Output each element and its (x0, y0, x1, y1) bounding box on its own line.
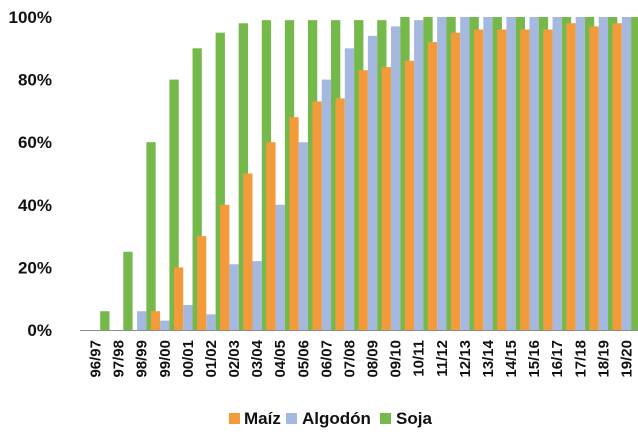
y-tick-label: 20% (18, 258, 52, 277)
y-tick-label: 80% (18, 71, 52, 90)
x-tick-label: 18/19 (595, 340, 612, 378)
bar-maiz-11-12 (427, 42, 438, 330)
bar-soja-97-98 (123, 251, 133, 330)
bar-algodon-08-09 (367, 35, 378, 330)
x-tick-label: 10/11 (411, 340, 428, 377)
bar-maiz-09-10 (381, 67, 391, 330)
bar-algodon-15-16 (529, 17, 539, 330)
bar-algodon-12-13 (460, 17, 470, 330)
bar-maiz-12-13 (450, 32, 461, 331)
legend-label-soja: Soja (396, 409, 432, 428)
bar-algodon-17-18 (575, 17, 585, 330)
x-tick-label: 08/09 (365, 340, 382, 378)
y-tick-label: 100% (9, 8, 52, 27)
bar-maiz-03-04 (243, 173, 253, 330)
y-tick-label: 60% (18, 133, 52, 152)
x-tick-label: 09/10 (388, 340, 405, 378)
y-tick-label: 40% (18, 196, 52, 215)
bar-maiz-00-01 (173, 267, 184, 330)
x-tick-label: 06/07 (318, 340, 335, 378)
bar-algodon-14-15 (506, 17, 516, 330)
bar-algodon-00-01 (183, 304, 193, 330)
bar-maiz-15-16 (520, 29, 530, 331)
x-tick-label: 19/20 (618, 340, 635, 378)
bar-algodon-16-17 (552, 17, 562, 330)
y-tick-label: 0% (27, 321, 52, 340)
x-tick-label: 05/06 (295, 340, 312, 378)
bar-soja-99-00 (169, 79, 179, 330)
bar-algodon-10-11 (414, 20, 424, 330)
bar-maiz-07-08 (335, 98, 345, 330)
bar-maiz-13-14 (474, 29, 484, 331)
x-axis: 96/97 97/98 98/99 99/00 00/01 01/02 02/03 03/04… (88, 339, 636, 377)
legend-swatch-maiz (229, 413, 240, 424)
bar-algodon-07-08 (344, 48, 355, 331)
x-tick-label: 12/13 (457, 340, 474, 378)
x-tick-label: 17/18 (572, 340, 589, 378)
x-tick-label: 07/08 (341, 340, 358, 378)
bar-maiz-08-09 (358, 70, 368, 331)
bar-soja-00-01 (192, 48, 202, 331)
bar-maiz-02-03 (220, 204, 230, 330)
x-tick-label: 11/12 (434, 340, 451, 377)
bar-maiz-06-07 (312, 101, 322, 330)
x-tick-label: 98/99 (134, 340, 151, 378)
bar-maiz-04-05 (266, 142, 276, 330)
x-tick-label: 99/00 (157, 340, 174, 378)
bar-maiz-05-06 (289, 117, 299, 330)
bar-soja-01-02 (215, 32, 225, 331)
plot-area (100, 17, 638, 331)
bar-maiz-19-20 (612, 23, 622, 330)
bar-maiz-01-02 (197, 236, 207, 330)
x-tick-label: 13/14 (480, 339, 497, 377)
bar-algodon-06-07 (321, 79, 332, 330)
bar-maiz-17-18 (566, 23, 576, 330)
bar-soja-19-20 (631, 17, 638, 330)
legend-swatch-algodon (286, 413, 297, 424)
bar-maiz-10-11 (404, 60, 415, 330)
legend-label-maiz: Maíz (244, 409, 281, 428)
bar-algodon-99-00 (160, 320, 170, 330)
x-tick-label: 16/17 (549, 340, 566, 378)
x-tick-label: 02/03 (226, 340, 243, 378)
x-tick-label: 01/02 (203, 340, 220, 378)
x-tick-label: 00/01 (180, 340, 197, 378)
x-tick-label: 03/04 (249, 339, 266, 377)
x-tick-label: 96/97 (88, 340, 105, 378)
x-tick-label: 97/98 (111, 340, 128, 378)
bar-algodon-11-12 (437, 17, 447, 330)
legend-label-algodon: Algodón (302, 409, 371, 428)
x-tick-label: 15/16 (526, 340, 543, 378)
bar-algodon-05-06 (298, 142, 308, 330)
x-tick-label: 04/05 (272, 340, 289, 378)
bar-maiz-18-19 (589, 26, 599, 330)
bar-algodon-03-04 (252, 261, 262, 330)
legend: Maíz Algodón Soja (229, 409, 432, 428)
bar-soja-96-97 (100, 311, 110, 330)
bar-algodon-09-10 (390, 26, 401, 330)
legend-swatch-soja (380, 413, 391, 424)
bar-algodon-04-05 (275, 204, 285, 330)
bar-algodon-01-02 (206, 314, 216, 330)
bar-soja-98-99 (146, 142, 156, 330)
bar-algodon-98-99 (137, 311, 147, 330)
bar-algodon-02-03 (229, 264, 239, 330)
bar-algodon-19-20 (621, 17, 632, 330)
bar-maiz-99-00 (150, 311, 161, 330)
bar-algodon-13-14 (483, 17, 493, 330)
x-tick-label: 14/15 (503, 340, 520, 378)
bar-algodon-18-19 (598, 17, 609, 330)
bar-maiz-16-17 (543, 29, 553, 331)
y-axis: 0% 20% 40% 60% 80% 100% (9, 8, 52, 340)
bar-maiz-14-15 (497, 29, 507, 331)
